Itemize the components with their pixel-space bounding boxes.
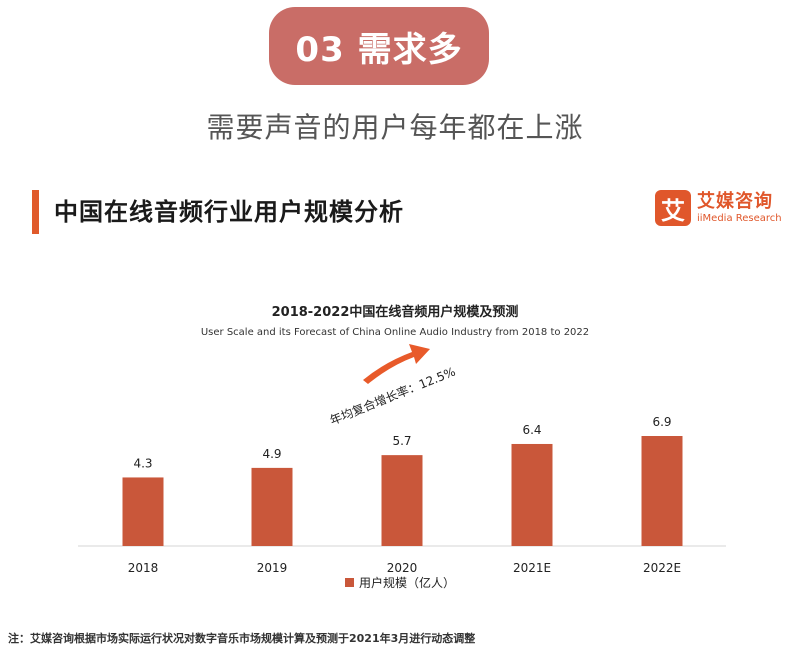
bar-2018 [122,477,164,546]
growth-arrow-icon [363,344,430,384]
logo-name-en: iiMedia Research [697,212,782,224]
data-label-2020: 5.7 [392,434,411,448]
section-number-badge: 03 需求多 [269,7,489,85]
data-label-2021E: 6.4 [522,423,541,437]
logo-mark-icon: 艾 [655,190,691,226]
legend-label: 用户规模（亿人） [359,575,455,590]
legend-swatch [345,578,354,587]
iimedia-logo: 艾 艾媒咨询 iiMedia Research [655,190,782,226]
chart-title: 2018-2022中国在线音频用户规模及预测 [271,305,519,320]
bar-2021E [511,443,553,546]
accent-bar [32,190,39,234]
x-tick-2018: 2018 [128,561,159,575]
cagr-annotation: 年均复合增长率：12.5% [328,364,458,428]
page-subtitle: 需要声音的用户每年都在上涨 [206,111,584,144]
data-label-2022E: 6.9 [652,415,671,429]
chart-subtitle: User Scale and its Forecast of China Onl… [200,327,590,338]
x-tick-2022E: 2022E [643,561,681,575]
x-tick-2021E: 2021E [513,561,551,575]
x-tick-2019: 2019 [257,561,288,575]
x-tick-2020: 2020 [387,561,418,575]
bar-2022E [641,436,683,546]
data-label-2019: 4.9 [262,447,281,461]
section-title: 中国在线音频行业用户规模分析 [54,198,404,226]
bar-2020 [381,455,423,546]
bar-2019 [251,467,293,546]
footnote: 注：艾媒咨询根据市场实际运行状况对数字音乐市场规模计算及预测于2021年3月进行… [8,632,476,645]
logo-name-cn: 艾媒咨询 [697,190,773,212]
data-label-2018: 4.3 [133,456,152,470]
